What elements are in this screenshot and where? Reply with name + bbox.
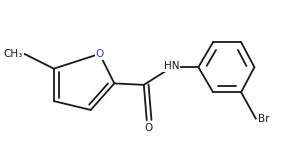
Text: O: O bbox=[95, 49, 104, 59]
Text: HN: HN bbox=[164, 61, 179, 71]
Text: O: O bbox=[144, 123, 152, 133]
Text: CH₃: CH₃ bbox=[4, 49, 23, 59]
Text: Br: Br bbox=[258, 114, 270, 124]
